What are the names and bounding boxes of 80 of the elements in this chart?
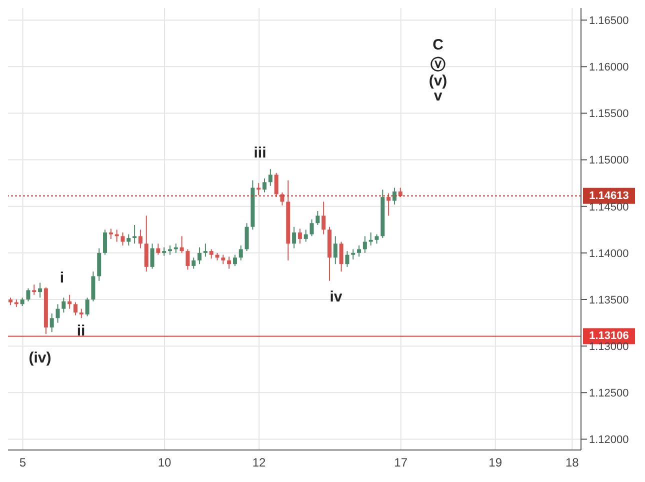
candlestick — [232, 254, 237, 266]
candlestick — [339, 241, 344, 272]
candlestick — [150, 243, 154, 270]
annotation: (iv) — [28, 350, 52, 366]
y-tick-label: 1.12500 — [589, 388, 629, 400]
candlestick — [186, 248, 190, 270]
annotation: C — [432, 36, 444, 54]
candlestick — [333, 236, 338, 265]
candlestick — [62, 297, 66, 314]
y-tick-label: 1.13000 — [589, 340, 629, 353]
candlestick — [227, 256, 232, 270]
candlestick — [203, 243, 208, 258]
y-tick-label: 1.14000 — [589, 248, 629, 260]
y-tick-label: 1.15500 — [589, 108, 629, 120]
candlestick — [238, 244, 243, 261]
candlestick — [50, 312, 54, 333]
candlestick — [345, 250, 350, 268]
candlestick — [85, 297, 90, 317]
candlestick — [398, 187, 402, 198]
x-tick-label: 12 — [252, 456, 266, 470]
x-tick-label: 18 — [565, 456, 580, 470]
candlestick — [298, 228, 302, 244]
candlestick — [304, 229, 308, 242]
candlestick — [316, 210, 320, 226]
candlestick — [221, 254, 226, 265]
candlestick — [374, 234, 379, 244]
ref-line-label: 1.14613 — [589, 190, 629, 202]
candlestick — [38, 282, 42, 298]
annotation: iv — [330, 288, 343, 306]
candlestick — [362, 236, 367, 254]
candlestick — [126, 234, 131, 246]
annotation: iii — [254, 144, 266, 162]
y-tick-label: 1.15000 — [589, 154, 629, 167]
candlestick — [392, 187, 396, 206]
x-tick-label: 19 — [488, 456, 502, 470]
candlestick — [132, 224, 137, 244]
candlestick — [32, 284, 36, 296]
annotation: (v) — [428, 72, 448, 90]
ref-line-label: 1.13106 — [589, 330, 629, 342]
candlestick — [192, 257, 196, 270]
candlestick — [386, 192, 391, 216]
candlestick — [310, 218, 314, 237]
annotation: i — [60, 270, 64, 286]
candlestick — [26, 288, 30, 302]
y-tick-label: 1.14500 — [589, 201, 629, 214]
candlestick — [103, 229, 108, 256]
candlestick — [108, 228, 113, 240]
candlestick — [73, 302, 78, 316]
x-tick-label: 17 — [394, 456, 408, 470]
annotation: v — [434, 88, 443, 104]
candlestick — [180, 236, 184, 254]
candlestick — [144, 215, 148, 272]
y-tick-label: 1.12000 — [589, 434, 629, 446]
candlestick — [322, 201, 326, 235]
y-tick-label: 1.13500 — [589, 294, 629, 306]
annotation: ii — [76, 322, 86, 340]
candlestick — [198, 246, 202, 265]
candlestick — [156, 243, 160, 256]
candlestick — [91, 271, 96, 302]
candlestick — [351, 248, 356, 260]
x-tick-label: 10 — [158, 456, 172, 470]
candlestick — [56, 304, 60, 324]
candlestick — [357, 244, 362, 258]
annotation: ⓥ — [430, 56, 446, 74]
candlestick — [244, 222, 249, 252]
candlestick — [79, 308, 84, 319]
candlestick — [274, 172, 278, 198]
candlestick — [97, 248, 102, 282]
y-tick-label: 1.16000 — [589, 62, 629, 74]
candlestick — [120, 232, 125, 246]
candlestick — [268, 168, 272, 186]
candlestick — [292, 226, 296, 249]
candlestick — [262, 178, 267, 193]
candlestick — [256, 182, 261, 196]
candlestick — [168, 244, 172, 256]
candlestick — [138, 229, 142, 249]
candlestick — [209, 248, 214, 260]
y-tick-label: 1.16500 — [589, 15, 629, 28]
candlestick — [368, 232, 373, 246]
x-tick-label: 5 — [19, 456, 26, 470]
